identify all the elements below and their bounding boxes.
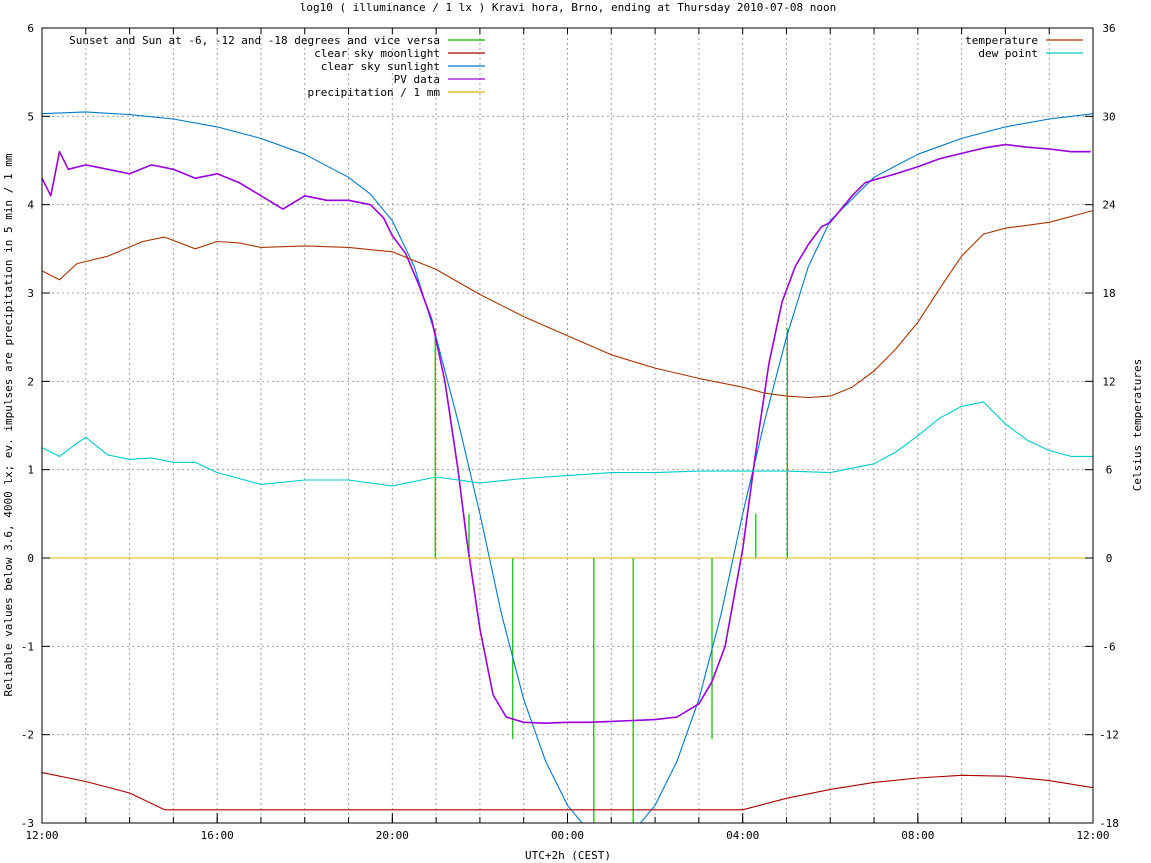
y-axis-label: Reliable values below 3.6, 4000 lx; ev. … [2, 153, 15, 696]
legend-right-label: dew point [978, 47, 1038, 60]
x-tick-label: 04:00 [726, 829, 759, 842]
y2-tick-label: -18 [1099, 817, 1119, 830]
y2-tick-label: 36 [1102, 22, 1115, 35]
y2-tick-label: 18 [1102, 287, 1115, 300]
x-tick-label: 16:00 [201, 829, 234, 842]
y2-tick-label: 30 [1102, 110, 1115, 123]
y-tick-label: 4 [27, 199, 34, 212]
x-tick-label: 12:00 [1076, 829, 1109, 842]
series-line [42, 401, 1093, 487]
axis-ticks: 12:00 16:00 20:00 00:00 04:00 08:00 12:00-3-2-… [21, 22, 1119, 842]
legend-left-label: precipitation / 1 mm [308, 86, 441, 99]
series-line [42, 111, 1093, 823]
y2-tick-label: 0 [1106, 552, 1113, 565]
y-tick-label: -3 [21, 817, 34, 830]
series-line [42, 210, 1093, 399]
x-tick-label: 08:00 [901, 829, 934, 842]
y2-tick-label: 12 [1102, 375, 1115, 388]
y-tick-label: 3 [27, 287, 34, 300]
x-tick-label: 00:00 [551, 829, 584, 842]
y-tick-label: 0 [27, 552, 34, 565]
y2-tick-label: -6 [1102, 640, 1115, 653]
x-tick-label: 20:00 [376, 829, 409, 842]
legend-right-label: temperature [965, 34, 1038, 47]
legend-left-label: Sunset and Sun at -6, -12 and -18 degree… [69, 34, 440, 47]
y2-tick-label: 6 [1106, 464, 1113, 477]
y-tick-label: 1 [27, 464, 34, 477]
y-tick-label: 5 [27, 110, 34, 123]
x-tick-label: 12:00 [25, 829, 58, 842]
x-axis-label: UTC+2h (CEST) [525, 849, 611, 862]
plot-marks [42, 111, 1093, 823]
y2-tick-label: -12 [1099, 729, 1119, 742]
legend-left-label: clear sky sunlight [321, 60, 440, 73]
y2-tick-label: 24 [1102, 199, 1116, 212]
y2-axis-label: Celsius temperatures [1131, 359, 1144, 491]
y-tick-label: 6 [27, 22, 34, 35]
legend-left-label: clear sky moonlight [314, 47, 440, 60]
grid [42, 28, 1093, 823]
series-line [42, 143, 1091, 725]
y-tick-label: 2 [27, 375, 34, 388]
series-line [42, 772, 1093, 811]
y-tick-label: -1 [21, 640, 34, 653]
y-tick-label: -2 [21, 729, 34, 742]
legend: Sunset and Sun at -6, -12 and -18 degree… [69, 34, 1083, 99]
legend-left-label: PV data [394, 73, 440, 86]
chart-title: log10 ( illuminance / 1 lx ) Kravi hora,… [300, 1, 836, 14]
